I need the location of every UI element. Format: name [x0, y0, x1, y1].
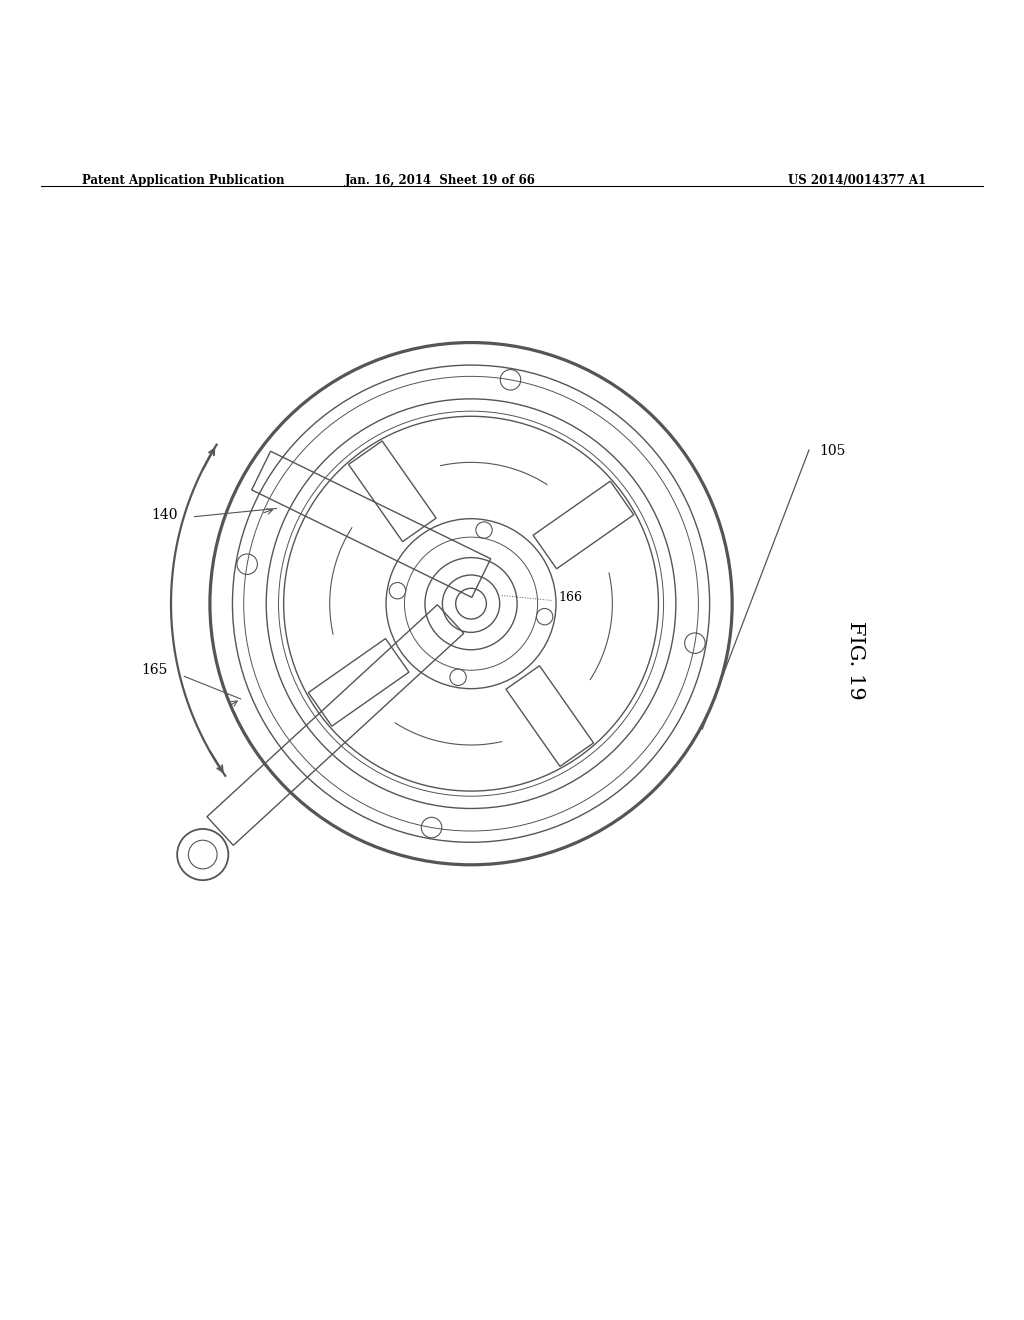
Text: 166: 166	[558, 590, 582, 603]
Text: Jan. 16, 2014  Sheet 19 of 66: Jan. 16, 2014 Sheet 19 of 66	[345, 174, 536, 186]
Text: FIG. 19: FIG. 19	[846, 620, 864, 700]
Text: US 2014/0014377 A1: US 2014/0014377 A1	[788, 174, 927, 186]
Text: 105: 105	[819, 445, 846, 458]
Text: 165: 165	[141, 664, 168, 677]
Text: Patent Application Publication: Patent Application Publication	[82, 174, 285, 186]
Text: 140: 140	[152, 508, 178, 521]
